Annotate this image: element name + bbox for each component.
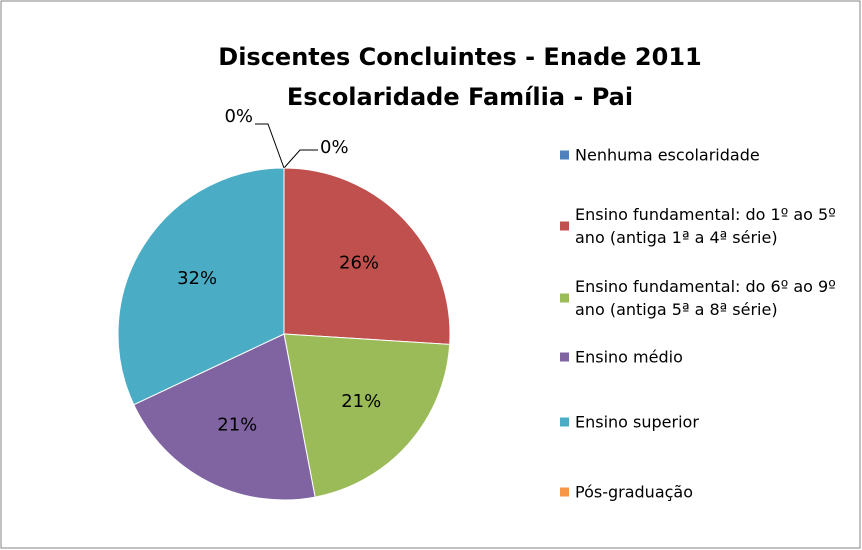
legend-entry: Pós-graduação [575, 482, 694, 502]
leader-line [255, 123, 285, 169]
chart-title: Discentes Concluintes - Enade 2011 [218, 43, 701, 71]
legend-swatch [560, 150, 569, 160]
pie-slice [133, 333, 316, 501]
leader-line [283, 149, 318, 169]
data-label: 32% [177, 268, 217, 289]
legend-entry: Nenhuma escolaridade [575, 145, 760, 165]
legend-swatch [560, 293, 569, 303]
chart-subtitle: Escolaridade Família - Pai [287, 83, 633, 111]
data-label: 0% [320, 137, 349, 158]
legend-swatch [560, 417, 569, 427]
legend-swatch [560, 487, 569, 497]
legend-swatch [560, 221, 569, 231]
legend-entry: Ensino superior [575, 412, 699, 432]
legend-swatch [560, 352, 569, 362]
data-label: 21% [217, 415, 257, 436]
data-label: 0% [224, 106, 253, 127]
legend-entry: Ensino fundamental: do 1º ao 5º ano (ant… [575, 205, 836, 247]
legend-entry: Ensino médio [575, 347, 683, 367]
pie-slice [117, 167, 285, 406]
data-label: 26% [339, 253, 379, 274]
pie-slice [283, 167, 451, 345]
data-label: 21% [341, 391, 381, 412]
pie-slice [283, 333, 451, 498]
legend-entry: Ensino fundamental: do 6º ao 9º ano (ant… [575, 277, 836, 319]
